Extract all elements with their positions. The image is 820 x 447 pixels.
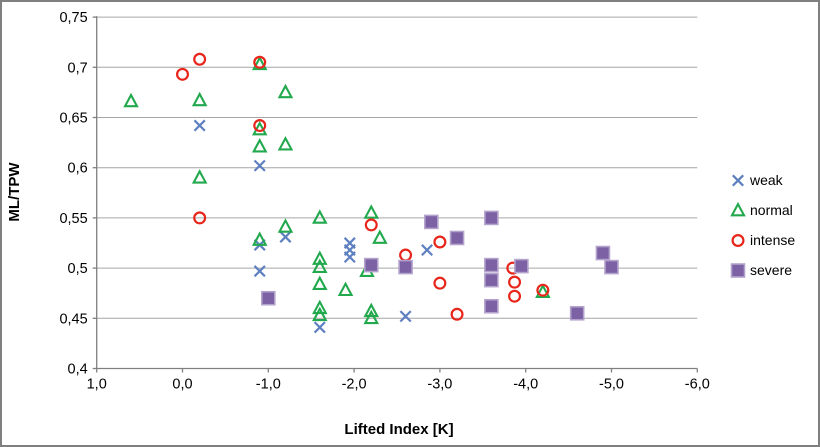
data-point-circle bbox=[253, 55, 267, 69]
data-point-triangle bbox=[312, 275, 328, 291]
data-point-triangle bbox=[363, 309, 380, 325]
x-tick-label: -3,0 bbox=[427, 377, 452, 393]
legend-item-intense: intense bbox=[730, 231, 795, 248]
legend-marker-square-icon bbox=[730, 262, 746, 278]
data-point-square bbox=[569, 305, 585, 321]
data-point-triangle bbox=[363, 302, 380, 318]
data-point-x bbox=[253, 159, 266, 172]
data-point-triangle bbox=[337, 281, 354, 297]
data-point-x bbox=[279, 230, 292, 243]
x-tick-label: -1,0 bbox=[256, 377, 281, 393]
data-point-triangle bbox=[277, 83, 294, 99]
data-point-triangle bbox=[277, 135, 294, 151]
data-point-square bbox=[424, 214, 439, 230]
y-tick-label: 0,6 bbox=[68, 161, 88, 177]
data-point-circle bbox=[508, 275, 522, 289]
data-point-x bbox=[343, 251, 356, 264]
x-tick-label: -5,0 bbox=[599, 377, 624, 393]
data-point-square bbox=[260, 290, 276, 306]
y-tick-label: 0,45 bbox=[59, 311, 87, 327]
legend-label: normal bbox=[750, 201, 793, 218]
x-tick-label: -2,0 bbox=[342, 377, 367, 393]
data-point-triangle bbox=[251, 231, 268, 246]
y-tick-label: 0,55 bbox=[59, 211, 87, 227]
data-point-square bbox=[484, 272, 499, 288]
data-point-circle bbox=[536, 283, 550, 297]
data-point-triangle bbox=[372, 229, 388, 244]
data-point-square bbox=[604, 259, 619, 275]
legend-item-severe: severe bbox=[730, 261, 795, 278]
data-point-triangle bbox=[312, 250, 328, 265]
legend-label: intense bbox=[750, 231, 796, 248]
data-point-square bbox=[514, 258, 529, 274]
legend-marker-triangle-icon bbox=[730, 201, 746, 216]
data-point-triangle bbox=[312, 258, 328, 273]
data-point-x bbox=[193, 119, 206, 132]
data-point-triangle bbox=[251, 55, 268, 71]
data-point-circle bbox=[193, 211, 207, 225]
data-point-x bbox=[253, 265, 266, 278]
y-axis-title: ML/TPW bbox=[6, 162, 23, 222]
data-point-square bbox=[398, 259, 413, 275]
data-point-triangle bbox=[312, 306, 328, 322]
data-point-triangle bbox=[312, 299, 328, 315]
data-point-circle bbox=[731, 233, 745, 247]
data-point-circle bbox=[176, 67, 190, 81]
data-point-triangle bbox=[123, 92, 139, 108]
x-axis-title: Lifted Index [K] bbox=[344, 421, 454, 438]
data-point-triangle bbox=[191, 169, 208, 184]
data-point-square bbox=[484, 298, 499, 314]
legend-label: weak bbox=[750, 171, 783, 188]
data-point-square bbox=[730, 262, 746, 278]
data-point-circle bbox=[193, 52, 207, 66]
data-point-square bbox=[595, 245, 611, 261]
data-point-triangle bbox=[363, 204, 380, 219]
data-point-x bbox=[313, 321, 326, 334]
data-point-x bbox=[421, 244, 434, 257]
legend-marker-x-icon bbox=[732, 174, 744, 186]
y-tick-label: 0,65 bbox=[59, 111, 87, 127]
data-point-square bbox=[484, 210, 499, 226]
y-tick-label: 0,75 bbox=[59, 10, 87, 26]
data-point-square bbox=[484, 257, 499, 273]
data-point-square bbox=[363, 257, 379, 273]
data-point-triangle bbox=[535, 283, 551, 299]
data-point-circle bbox=[399, 248, 413, 262]
data-point-circle bbox=[433, 276, 447, 290]
data-point-circle bbox=[433, 235, 447, 249]
data-point-square bbox=[449, 230, 465, 246]
data-point-triangle bbox=[312, 209, 328, 224]
x-tick-label: 1,0 bbox=[87, 377, 107, 393]
data-point-triangle bbox=[730, 201, 746, 216]
data-point-triangle bbox=[277, 218, 294, 233]
legend-marker-circle-icon bbox=[731, 233, 745, 247]
legend: weak normal intense severe bbox=[730, 171, 795, 278]
data-point-circle bbox=[450, 307, 464, 321]
legend-item-weak: weak bbox=[730, 171, 795, 188]
legend-label: severe bbox=[750, 261, 793, 278]
data-point-circle bbox=[508, 289, 522, 303]
x-tick-label: 0,0 bbox=[172, 377, 192, 393]
data-point-x bbox=[732, 174, 744, 186]
y-tick-label: 0,4 bbox=[68, 362, 88, 378]
x-tick-label: -6,0 bbox=[685, 377, 710, 393]
x-tick-label: -4,0 bbox=[513, 377, 538, 393]
data-point-circle bbox=[253, 119, 267, 133]
legend-item-normal: normal bbox=[730, 201, 795, 218]
y-tick-label: 0,7 bbox=[68, 60, 88, 76]
data-point-triangle bbox=[191, 91, 208, 107]
y-tick-label: 0,5 bbox=[68, 261, 88, 277]
data-point-circle bbox=[364, 218, 378, 232]
data-point-triangle bbox=[251, 137, 268, 153]
data-point-x bbox=[399, 310, 412, 323]
